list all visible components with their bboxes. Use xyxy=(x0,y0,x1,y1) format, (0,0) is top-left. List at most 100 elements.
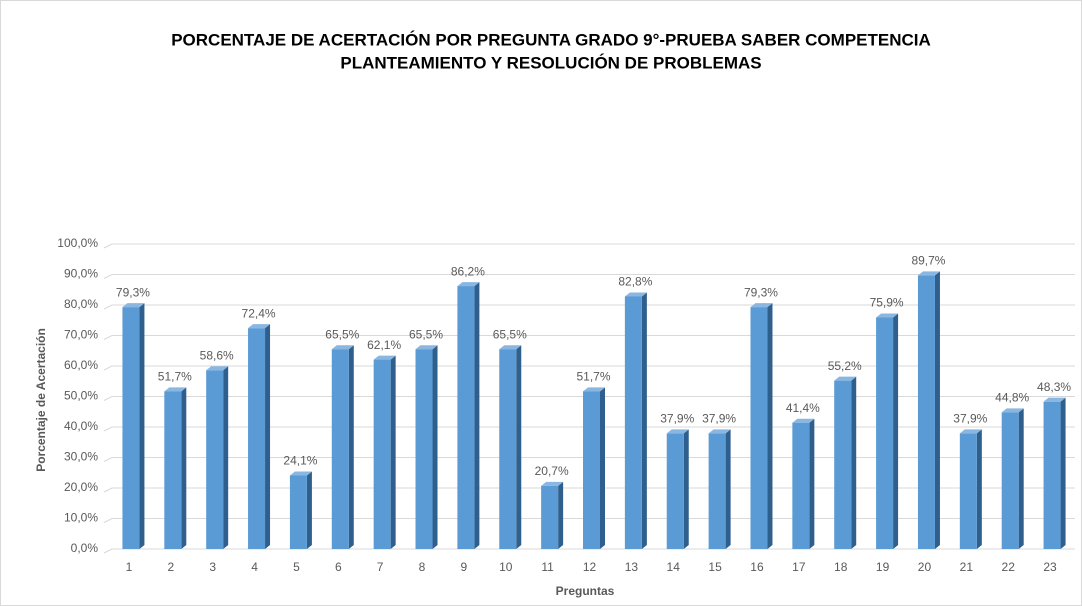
bar-top xyxy=(331,345,354,350)
bar xyxy=(164,391,182,549)
x-tick-label: 6 xyxy=(335,560,342,574)
bar xyxy=(122,307,140,549)
bar xyxy=(457,286,475,549)
bar xyxy=(541,485,559,549)
x-tick-label: 9 xyxy=(461,560,468,574)
bar-side xyxy=(976,429,982,549)
x-tick-label: 16 xyxy=(750,560,764,574)
x-tick-label: 8 xyxy=(419,560,426,574)
x-tick-label: 20 xyxy=(918,560,932,574)
bar-top xyxy=(666,429,689,434)
bar xyxy=(876,317,894,549)
data-label: 79,3% xyxy=(116,285,150,299)
bar xyxy=(248,328,266,549)
y-tick-label: 90,0% xyxy=(64,267,98,281)
bar-top xyxy=(289,471,312,476)
bar-side xyxy=(139,303,145,549)
bar-side xyxy=(181,387,187,549)
x-tick-label: 1 xyxy=(126,560,133,574)
bar-top xyxy=(415,345,438,350)
data-label: 79,3% xyxy=(744,285,778,299)
bar-side xyxy=(1018,408,1024,549)
data-label: 82,8% xyxy=(618,275,652,289)
bar-side xyxy=(516,345,522,549)
bar xyxy=(834,380,852,549)
bar-top xyxy=(834,376,857,381)
y-tick-label: 40,0% xyxy=(64,419,98,433)
x-tick-label: 15 xyxy=(708,560,722,574)
y-axis-title: Porcentaje de Acertación xyxy=(34,328,48,472)
bar xyxy=(373,359,391,549)
bar-top xyxy=(959,429,982,434)
data-label: 51,7% xyxy=(158,369,192,383)
bar-top xyxy=(373,355,396,360)
bar-top xyxy=(499,345,522,350)
bar-top xyxy=(122,303,145,308)
bar xyxy=(583,391,600,549)
bar xyxy=(415,349,433,549)
data-label: 75,9% xyxy=(870,296,904,310)
bar-top xyxy=(708,429,731,434)
bar-top xyxy=(541,481,564,486)
y-tick-label: 30,0% xyxy=(64,450,98,464)
bar-side xyxy=(348,345,354,549)
x-tick-label: 12 xyxy=(583,560,597,574)
bar-side xyxy=(683,429,689,549)
x-tick-label: 11 xyxy=(541,560,554,574)
x-tick-label: 23 xyxy=(1043,560,1057,574)
x-tick-label: 21 xyxy=(960,560,974,574)
x-tick-label: 3 xyxy=(209,560,216,574)
x-tick-label: 14 xyxy=(667,560,681,574)
bar-top xyxy=(583,387,605,392)
chart-title: PORCENTAJE DE ACERTACIÓN POR PREGUNTA GR… xyxy=(171,30,931,49)
x-tick-label: 19 xyxy=(876,560,890,574)
y-tick-label: 100,0% xyxy=(57,236,98,250)
bar-side xyxy=(474,282,480,549)
bar-side xyxy=(851,376,857,549)
bar-side xyxy=(265,324,271,549)
data-label: 41,4% xyxy=(786,401,820,415)
bar-side xyxy=(390,355,396,549)
y-tick-label: 50,0% xyxy=(64,389,98,403)
y-tick-label: 0,0% xyxy=(71,541,99,555)
chart-title: PLANTEAMIENTO Y RESOLUCIÓN DE PROBLEMAS xyxy=(340,53,761,72)
y-tick-label: 20,0% xyxy=(64,480,98,494)
bar-side xyxy=(306,471,312,549)
data-label: 65,5% xyxy=(325,327,359,341)
bar-side xyxy=(767,303,773,549)
data-label: 37,9% xyxy=(660,412,694,426)
bar-top xyxy=(792,418,815,423)
bar-side xyxy=(558,481,564,549)
data-label: 72,4% xyxy=(242,306,276,320)
bar-side xyxy=(432,345,438,549)
bar-top xyxy=(1043,397,1066,402)
data-label: 48,3% xyxy=(1037,380,1071,394)
bar-side xyxy=(725,429,731,549)
bar-top xyxy=(917,271,940,276)
bar xyxy=(792,422,810,549)
data-label: 37,9% xyxy=(702,412,736,426)
data-label: 86,2% xyxy=(451,264,485,278)
x-axis-title: Preguntas xyxy=(556,584,615,598)
bar-top xyxy=(750,303,773,308)
bar xyxy=(499,349,517,549)
bar-top xyxy=(457,282,480,287)
bar-top xyxy=(876,313,899,318)
x-tick-label: 13 xyxy=(625,560,639,574)
bar-side xyxy=(1060,397,1066,549)
grid-line xyxy=(103,274,1075,279)
data-label: 24,1% xyxy=(283,454,317,468)
x-tick-label: 2 xyxy=(167,560,174,574)
bar xyxy=(750,307,768,549)
data-label: 65,5% xyxy=(493,327,527,341)
bar-top xyxy=(248,324,271,329)
data-label: 51,7% xyxy=(576,369,610,383)
bar xyxy=(206,370,224,549)
data-label: 65,5% xyxy=(409,327,443,341)
bar xyxy=(959,433,977,549)
bar xyxy=(1001,412,1019,549)
data-label: 20,7% xyxy=(535,464,569,478)
x-tick-label: 10 xyxy=(499,560,513,574)
x-tick-label: 7 xyxy=(377,560,384,574)
